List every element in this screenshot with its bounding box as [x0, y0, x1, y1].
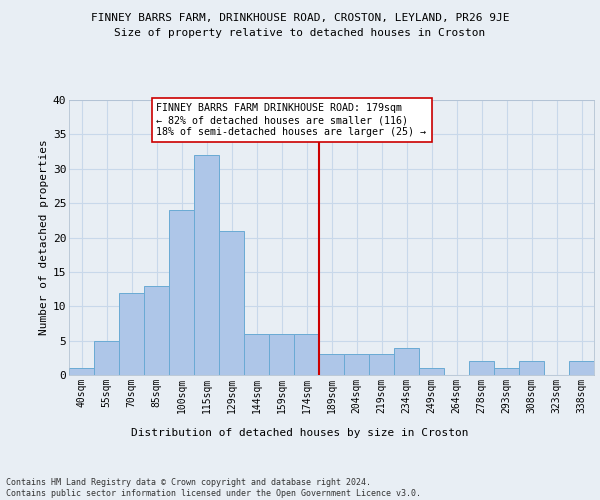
Bar: [469, 361, 494, 375]
Bar: [219, 230, 244, 375]
Bar: [519, 361, 544, 375]
Text: Size of property relative to detached houses in Croston: Size of property relative to detached ho…: [115, 28, 485, 38]
Text: FINNEY BARRS FARM, DRINKHOUSE ROAD, CROSTON, LEYLAND, PR26 9JE: FINNEY BARRS FARM, DRINKHOUSE ROAD, CROS…: [91, 12, 509, 22]
Text: Distribution of detached houses by size in Croston: Distribution of detached houses by size …: [131, 428, 469, 438]
Bar: [169, 210, 194, 375]
Text: Contains HM Land Registry data © Crown copyright and database right 2024.
Contai: Contains HM Land Registry data © Crown c…: [6, 478, 421, 498]
Bar: [144, 286, 169, 375]
Bar: [119, 292, 144, 375]
Bar: [494, 368, 519, 375]
Bar: [344, 354, 369, 375]
Bar: [294, 334, 319, 375]
Bar: [319, 354, 344, 375]
Bar: [244, 334, 269, 375]
Text: FINNEY BARRS FARM DRINKHOUSE ROAD: 179sqm
← 82% of detached houses are smaller (: FINNEY BARRS FARM DRINKHOUSE ROAD: 179sq…: [157, 104, 427, 136]
Bar: [69, 368, 94, 375]
Bar: [269, 334, 294, 375]
Y-axis label: Number of detached properties: Number of detached properties: [38, 140, 49, 336]
Bar: [369, 354, 394, 375]
Bar: [569, 361, 594, 375]
Bar: [94, 340, 119, 375]
Bar: [394, 348, 419, 375]
Bar: [419, 368, 444, 375]
Bar: [194, 155, 219, 375]
